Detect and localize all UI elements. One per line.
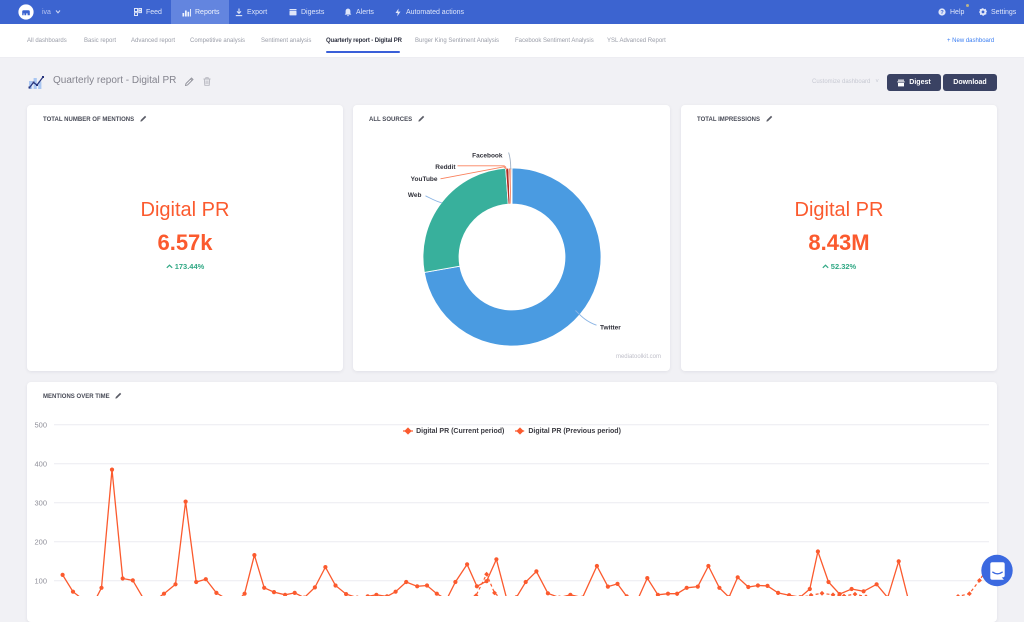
svg-text:200: 200 <box>34 537 47 546</box>
svg-text:300: 300 <box>34 498 47 507</box>
svg-text:100: 100 <box>34 576 47 585</box>
svg-text:400: 400 <box>34 459 47 468</box>
svg-text:500: 500 <box>34 420 47 429</box>
